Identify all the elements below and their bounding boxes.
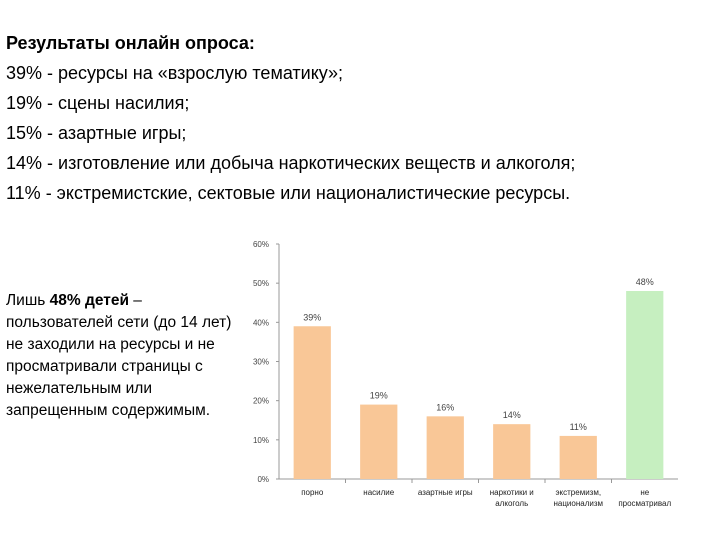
side-note-rest: – пользователей сети (до 14 лет) не захо… bbox=[6, 292, 232, 419]
category-label: национализм bbox=[553, 499, 603, 508]
bar bbox=[493, 424, 531, 479]
bar bbox=[293, 326, 331, 479]
y-tick-label: 20% bbox=[253, 397, 269, 406]
y-tick-label: 60% bbox=[253, 240, 269, 249]
category-label: азартные игры bbox=[418, 488, 473, 497]
category-label: порно bbox=[301, 488, 324, 497]
bar bbox=[426, 416, 464, 479]
side-note-highlight: 48% детей bbox=[49, 292, 129, 309]
bar-data-label: 14% bbox=[503, 410, 521, 420]
bar-data-label: 16% bbox=[436, 402, 454, 412]
result-line-adult: 39% - ресурсы на «взрослую тематику»; bbox=[6, 63, 344, 83]
category-label: насилие bbox=[363, 488, 394, 497]
bar-data-label: 19% bbox=[370, 391, 388, 401]
category-label: наркотики и bbox=[490, 488, 534, 497]
category-label: не bbox=[640, 488, 649, 497]
bar bbox=[626, 291, 664, 479]
category-label: алкоголь bbox=[495, 499, 528, 508]
y-tick-label: 10% bbox=[253, 436, 269, 445]
category-label: просматривал bbox=[618, 499, 671, 508]
bar-data-label: 48% bbox=[636, 277, 654, 287]
y-tick-label: 30% bbox=[253, 358, 269, 367]
category-label: экстремизм, bbox=[555, 488, 601, 497]
result-line-violence: 19% - сцены насилия; bbox=[6, 93, 190, 113]
bar-data-label: 39% bbox=[303, 312, 321, 322]
y-tick-label: 40% bbox=[253, 318, 269, 327]
y-tick-label: 0% bbox=[257, 475, 269, 484]
bar bbox=[360, 404, 398, 479]
result-line-drugs: 14% - изготовление или добыча наркотичес… bbox=[6, 153, 576, 173]
side-note: Лишь 48% детей – пользователей сети (до … bbox=[6, 290, 242, 422]
side-note-prefix: Лишь bbox=[6, 292, 50, 309]
survey-bar-chart: 0% 10% 20% 30% 40% 50% 60% 39% порно 19% насилие 16… bbox=[253, 240, 678, 508]
bar-data-label: 11% bbox=[570, 422, 587, 432]
result-line-extremism: 11% - экстремистские, сектовые или нацио… bbox=[6, 183, 571, 203]
bar bbox=[559, 435, 597, 479]
survey-results-block: Результаты онлайн опроса: 39% - ресурсы … bbox=[6, 28, 718, 208]
result-line-gambling: 15% - азартные игры; bbox=[6, 123, 187, 143]
y-tick-label: 50% bbox=[253, 279, 269, 288]
survey-title: Результаты онлайн опроса: bbox=[6, 33, 255, 53]
